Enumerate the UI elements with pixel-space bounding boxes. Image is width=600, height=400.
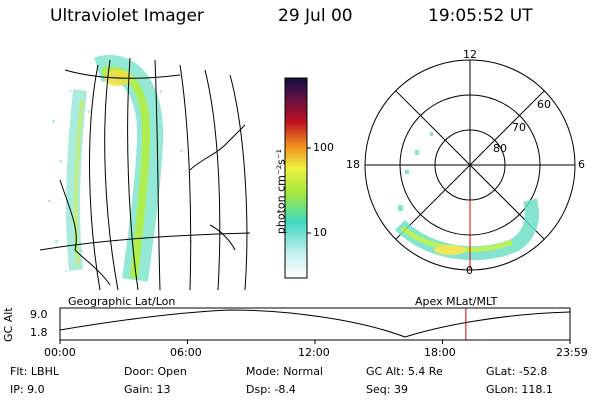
seq-value: 39 (393, 383, 408, 396)
time-label: 19:05:52 UT (428, 6, 533, 26)
dsp-label: Dsp: (246, 383, 271, 396)
gain-label: Gain: (124, 383, 153, 396)
instrument-title: Ultraviolet Imager (50, 6, 204, 26)
altitude-ytick-high: 9.0 (30, 308, 48, 321)
polar-plot (364, 59, 576, 271)
ip-value: 9.0 (27, 383, 45, 396)
dsp-value: -8.4 (274, 383, 296, 396)
mlt-label-0: 0 (466, 264, 473, 277)
seq-label: Seq: (366, 383, 391, 396)
ip-field: IP: 9.0 (10, 383, 45, 396)
door-value: Open (157, 365, 187, 378)
xtick-0600: 06:00 (170, 346, 202, 359)
altitude-ytick-low: 1.8 (30, 326, 48, 339)
dsp-field: Dsp: -8.4 (246, 383, 296, 396)
glon-value: 118.1 (521, 383, 553, 396)
gcalt-field: GC Alt: 5.4 Re (366, 365, 443, 378)
date-label: 29 Jul 00 (278, 6, 353, 26)
right-panel-label: Apex MLat/MLT (415, 295, 498, 308)
altitude-axis-label: GC Alt (2, 307, 15, 342)
mode-label: Mode: (246, 365, 280, 378)
geographic-map (40, 55, 250, 290)
glon-field: GLon: 118.1 (486, 383, 553, 396)
mlat-label-60: 60 (537, 98, 551, 111)
xtick-2359: 23:59 (556, 346, 588, 359)
xtick-0000: 00:00 (44, 346, 76, 359)
flt-label: Flt: (10, 365, 28, 378)
mlt-label-18: 18 (346, 158, 360, 171)
door-field: Door: Open (124, 365, 187, 378)
flt-value: LBHL (30, 365, 59, 378)
left-panel-label: Geographic Lat/Lon (68, 295, 176, 308)
colorbar-tick-10: 10 (313, 226, 327, 239)
mode-field: Mode: Normal (246, 365, 323, 378)
mlt-label-6: 6 (578, 158, 585, 171)
door-label: Door: (124, 365, 154, 378)
mlt-label-12: 12 (463, 48, 477, 61)
colorbar-tick-100: 100 (313, 141, 334, 154)
xtick-1800: 18:00 (424, 346, 456, 359)
gain-field: Gain: 13 (124, 383, 171, 396)
flt-field: Flt: LBHL (10, 365, 59, 378)
gcalt-value: 5.4 Re (407, 365, 443, 378)
mlat-label-80: 80 (493, 142, 507, 155)
gain-value: 13 (156, 383, 171, 396)
mlat-label-70: 70 (512, 121, 526, 134)
mode-value: Normal (283, 365, 323, 378)
glat-field: GLat: -52.8 (486, 365, 547, 378)
ip-label: IP: (10, 383, 24, 396)
altitude-plot (59, 307, 571, 344)
glat-value: -52.8 (518, 365, 548, 378)
glon-label: GLon: (486, 383, 518, 396)
colorbar-unit-label: photon cm⁻²s⁻¹ (274, 148, 288, 235)
seq-field: Seq: 39 (366, 383, 408, 396)
colorbar (284, 77, 311, 279)
xtick-1200: 12:00 (298, 346, 330, 359)
gcalt-label: GC Alt: (366, 365, 405, 378)
glat-label: GLat: (486, 365, 516, 378)
